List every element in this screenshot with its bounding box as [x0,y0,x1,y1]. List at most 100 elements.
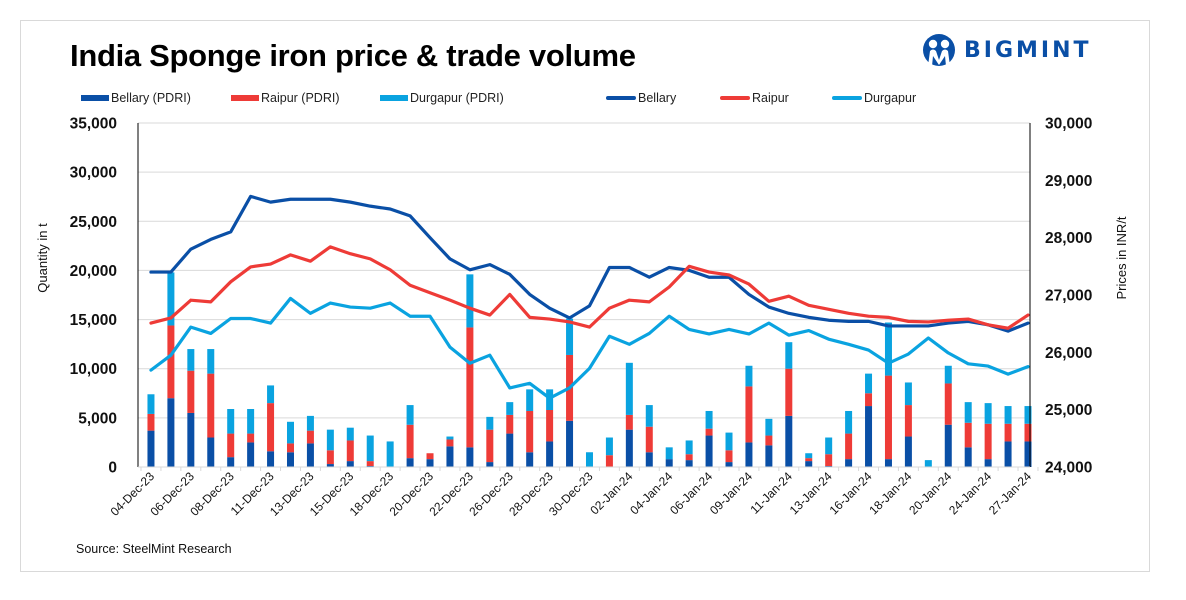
bar-segment-raipur-pdri [944,383,952,425]
right-tick-label: 28,000 [1045,230,1092,247]
bar-segment-durgapur-pdri [466,274,474,328]
bar-segment-durgapur-pdri [705,410,713,429]
bar-segment-raipur-pdri [227,433,235,458]
stacked-bars [147,272,1032,467]
bar-segment-durgapur-pdri [805,453,813,459]
x-tick-label: 30-Dec-23 [546,469,596,519]
bar-segment-raipur-pdri [466,327,474,448]
bar-segment-durgapur-pdri [247,409,255,434]
bar-segment-raipur-pdri [765,435,773,446]
bar-segment-bellary-pdri [207,437,215,467]
bar-segment-raipur-pdri [705,428,713,436]
bar-segment-bellary-pdri [346,461,354,467]
bar-segment-bellary-pdri [964,447,972,467]
bar-segment-durgapur-pdri [506,402,514,415]
right-tick-label: 25,000 [1045,402,1092,419]
bar-segment-bellary-pdri [306,443,314,467]
bar-segment-bellary-pdri [725,462,733,467]
bar-segment-durgapur-pdri [566,318,574,355]
bar-segment-bellary-pdri [884,459,892,467]
bar-segment-raipur-pdri [406,424,414,459]
bar-segment-durgapur-pdri [406,405,414,425]
bar-segment-durgapur-pdri [446,436,454,440]
bar-segment-raipur-pdri [605,455,613,467]
bar-segment-raipur-pdri [426,453,434,460]
bar-segment-durgapur-pdri [386,441,394,467]
legend-item-raipur: Raipur [720,91,789,105]
source-note: Source: SteelMint Research [76,542,232,556]
left-tick-label: 5,000 [78,410,117,427]
left-axis-title: Quantity in t [35,223,50,293]
legend-item-raipur-pdri: Raipur (PDRI) [231,91,340,105]
bar-segment-bellary-pdri [486,462,494,467]
bar-segment-durgapur-pdri [845,410,853,434]
bar-segment-bellary-pdri [904,436,912,467]
bar-segment-durgapur-pdri [944,365,952,384]
left-tick-label: 15,000 [70,312,117,329]
legend-label: Durgapur (PDRI) [410,91,504,105]
bar-segment-raipur-pdri [167,325,175,399]
bar-segment-durgapur-pdri [964,402,972,423]
bar-segment-raipur-pdri [147,413,155,431]
legend-label: Raipur [752,91,789,105]
bar-segment-durgapur-pdri [765,418,773,436]
bar-segment-raipur-pdri [506,414,514,434]
brand-name: BIGMINT [964,37,1092,63]
bar-segment-durgapur-pdri [745,365,753,387]
bar-segment-raipur-pdri [625,414,633,430]
bar-segment-bellary-pdri [247,442,255,467]
bar-segment-raipur-pdri [745,386,753,443]
right-tick-label: 29,000 [1045,173,1092,190]
x-tick-label: 04-Jan-24 [627,469,675,517]
line-bellary [149,194,1030,333]
bar-segment-bellary-pdri [645,452,653,467]
bar-segment-durgapur-pdri [346,427,354,441]
bar-segment-raipur-pdri [685,454,693,461]
right-axis-ticks: 24,000 25,000 26,000 27,000 28,000 29,000 30,0… [1045,116,1092,477]
bar-segment-bellary-pdri [566,420,574,467]
x-tick-label: 13-Jan-24 [787,469,835,517]
bar-segment-raipur-pdri [904,405,912,437]
bar-segment-raipur-pdri [286,443,294,453]
bar-segment-durgapur-pdri [785,342,793,369]
bar-segment-bellary-pdri [944,424,952,467]
bar-segment-bellary-pdri [625,429,633,467]
bar-segment-raipur-pdri [446,439,454,447]
bar-segment-durgapur-pdri [984,403,992,424]
bar-segment-raipur-pdri [346,440,354,462]
bar-segment-bellary-pdri [665,459,673,467]
chart-card [20,20,1150,572]
legend-label: Durgapur [864,91,917,105]
legend-label: Raipur (PDRI) [261,91,340,105]
bar-segment-raipur-pdri [526,410,534,453]
x-tick-label: 18-Jan-24 [866,469,914,517]
bar-segment-raipur-pdri [1024,423,1032,442]
bar-segment-durgapur-pdri [366,435,374,462]
bar-segment-bellary-pdri [546,441,554,467]
axes [137,123,1039,471]
legend-swatch [720,96,750,100]
left-tick-label: 25,000 [70,214,117,231]
bar-segment-bellary-pdri [147,430,155,467]
left-tick-label: 35,000 [70,116,117,133]
bar-segment-durgapur-pdri [884,322,892,376]
bar-segment-bellary-pdri [705,435,713,467]
x-tick-label: 06-Jan-24 [667,469,715,517]
line-durgapur [149,296,1030,400]
x-axis-ticks: 04-Dec-2306-Dec-2308-Dec-2311-Dec-2313-D… [108,469,1035,519]
bar-segment-raipur-pdri [825,454,833,467]
right-tick-label: 26,000 [1045,345,1092,362]
legend-item-bellary-pdri: Bellary (PDRI) [81,91,191,105]
bar-segment-durgapur-pdri [306,415,314,431]
bar-segment-bellary-pdri [406,458,414,467]
left-tick-label: 20,000 [70,263,117,280]
bar-segment-durgapur-pdri [865,373,873,394]
legend-label: Bellary (PDRI) [111,91,191,105]
left-axis-ticks: 0 5,000 10,000 15,000 20,000 25,000 30,000 35,0… [70,116,117,477]
right-axis-title: Prices in INR/t [1114,216,1129,299]
x-tick-label: 09-Jan-24 [707,469,755,517]
bar-segment-bellary-pdri [426,459,434,467]
legend-item-durgapur: Durgapur [832,91,916,105]
bar-segment-raipur-pdri [247,433,255,443]
bar-segment-bellary-pdri [685,460,693,467]
